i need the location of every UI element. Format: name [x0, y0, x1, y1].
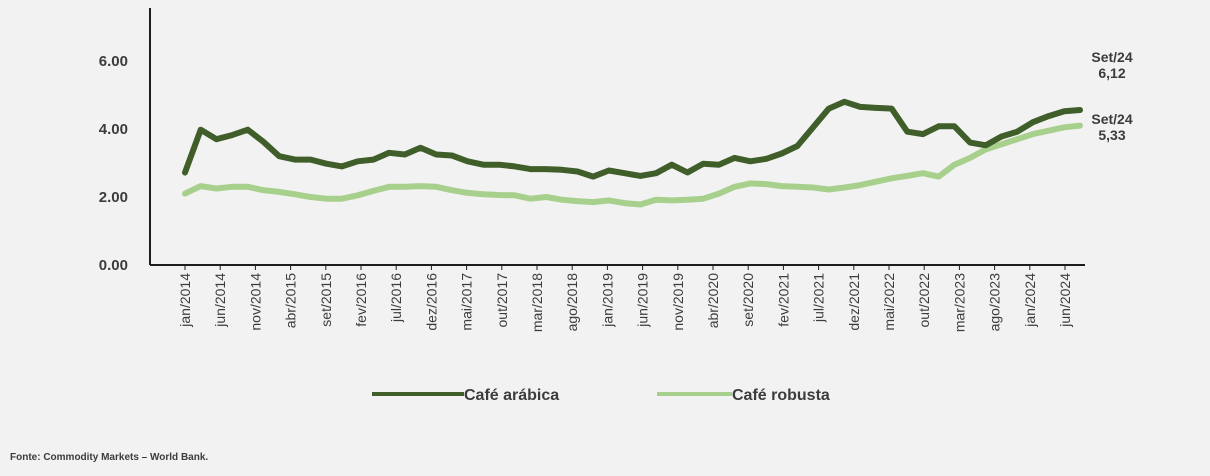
- x-tick-label: ago/2018: [564, 273, 580, 332]
- end-label-period: Set/24: [1091, 49, 1132, 65]
- x-tick-label: abr/2015: [283, 273, 299, 328]
- x-tick-label: jun/2014: [212, 273, 228, 328]
- x-tick-label: mar/2023: [951, 273, 967, 332]
- x-tick-label: dez/2021: [846, 273, 862, 331]
- x-tick-label: jun/2019: [635, 273, 651, 328]
- x-tick-label: jan/2024: [1022, 273, 1038, 328]
- legend-label: Café arábica: [464, 387, 559, 404]
- x-tick-label: jan/2019: [599, 273, 615, 328]
- source-note: Fonte: Commodity Markets – World Bank.: [10, 452, 209, 463]
- end-label-value: 5,33: [1098, 127, 1125, 143]
- x-tick-label: jul/2016: [388, 273, 404, 323]
- legend-label: Café robusta: [732, 387, 830, 404]
- x-tick-label: mai/2017: [459, 273, 475, 331]
- y-tick-label: 4.00: [99, 121, 128, 138]
- x-tick-label: jun/2024: [1057, 273, 1073, 328]
- end-label-period: Set/24: [1091, 111, 1132, 127]
- x-tick-label: out/2022: [916, 273, 932, 328]
- y-tick-label: 2.00: [99, 189, 128, 206]
- x-tick-label: mai/2022: [881, 273, 897, 331]
- y-tick-label: 0.00: [99, 257, 128, 274]
- x-tick-label: nov/2019: [670, 273, 686, 331]
- x-tick-label: jan/2014: [177, 273, 193, 328]
- x-tick-label: set/2020: [740, 273, 756, 327]
- x-tick-label: nov/2014: [247, 273, 263, 331]
- coffee-price-line-chart: 0.00 2.00 4.00 6.00 jan/2014 jun/2014 nov/201…: [99, 8, 1133, 404]
- x-tick-label: ago/2023: [987, 273, 1003, 332]
- x-tick-label: fev/2016: [353, 273, 369, 327]
- y-tick-label: 6.00: [99, 53, 128, 70]
- x-tick-label: set/2015: [318, 273, 334, 327]
- x-tick-label: out/2017: [494, 273, 510, 328]
- x-tick-label: mar/2018: [529, 273, 545, 332]
- x-tick-label: jul/2021: [811, 273, 827, 323]
- series-line: [182, 98, 1083, 180]
- x-tick-label: abr/2020: [705, 273, 721, 328]
- x-tick-label: fev/2021: [775, 273, 791, 327]
- end-label-value: 6,12: [1098, 65, 1125, 81]
- x-tick-label: dez/2016: [423, 273, 439, 331]
- series-line: [182, 122, 1083, 208]
